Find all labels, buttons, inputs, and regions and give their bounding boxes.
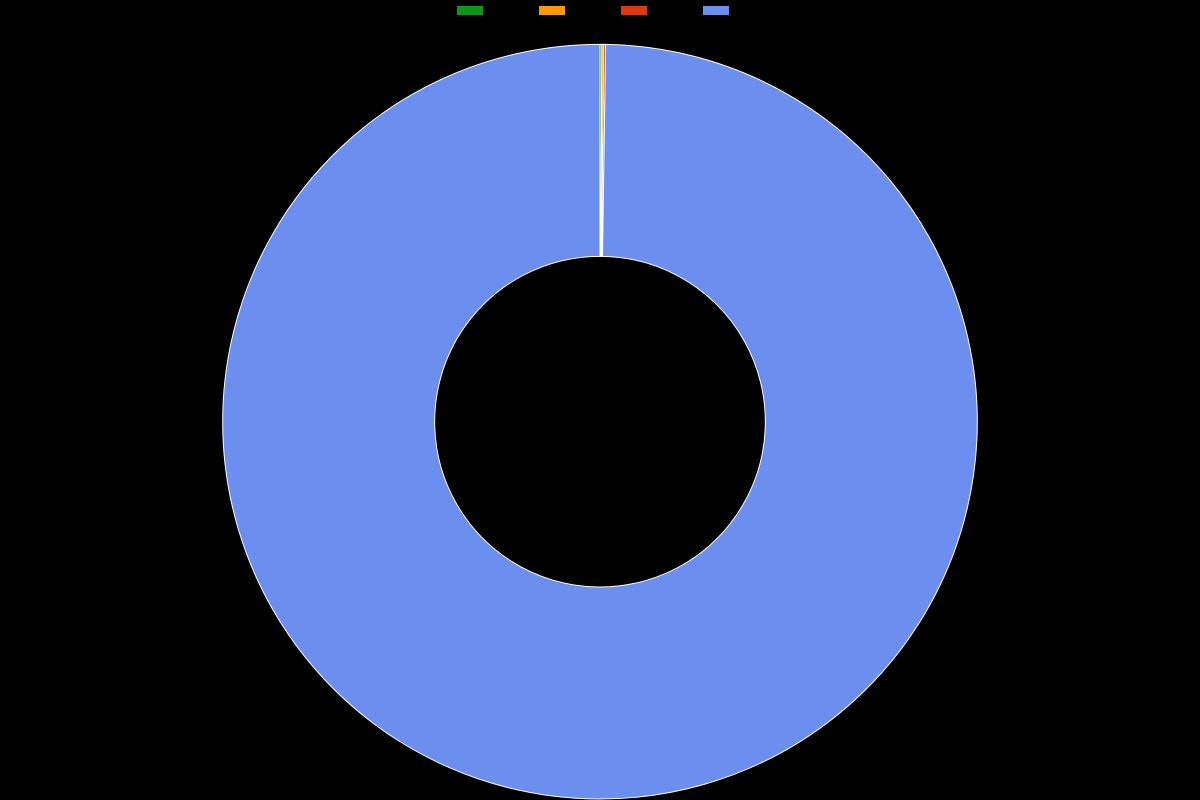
legend-swatch-0	[456, 5, 484, 16]
donut-svg	[0, 22, 1200, 800]
chart-container	[0, 0, 1200, 800]
legend-item-2[interactable]	[620, 5, 662, 16]
legend	[0, 5, 1200, 16]
legend-swatch-1	[538, 5, 566, 16]
legend-swatch-3	[702, 5, 730, 16]
donut-chart	[0, 22, 1200, 800]
legend-item-3[interactable]	[702, 5, 744, 16]
legend-item-0[interactable]	[456, 5, 498, 16]
legend-item-1[interactable]	[538, 5, 580, 16]
legend-swatch-2	[620, 5, 648, 16]
